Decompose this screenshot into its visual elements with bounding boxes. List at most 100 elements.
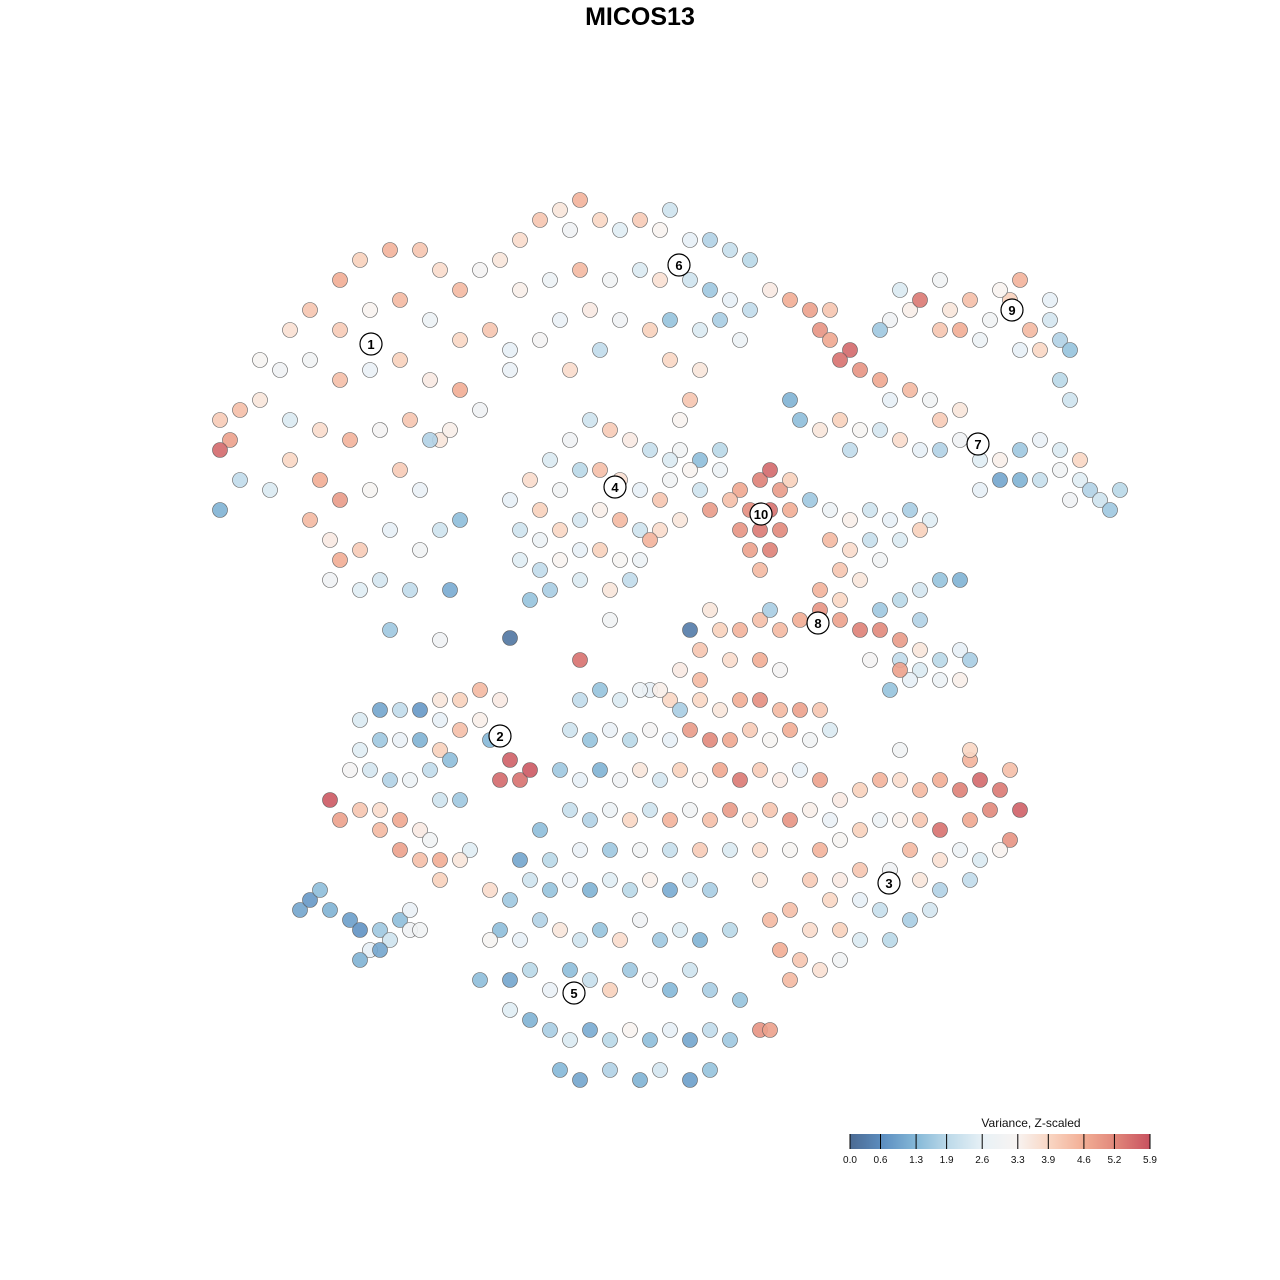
data-point	[742, 812, 758, 828]
data-point	[712, 702, 728, 718]
data-point	[322, 532, 338, 548]
data-point	[822, 892, 838, 908]
data-point	[992, 282, 1008, 298]
data-point	[752, 842, 768, 858]
data-point	[772, 702, 788, 718]
data-point	[662, 732, 678, 748]
data-point	[452, 792, 468, 808]
data-point	[552, 522, 568, 538]
data-point	[922, 392, 938, 408]
data-point	[772, 662, 788, 678]
data-point	[832, 612, 848, 628]
data-point	[372, 922, 388, 938]
data-point	[642, 532, 658, 548]
cluster-label-badge	[562, 981, 586, 1005]
data-point	[502, 342, 518, 358]
data-point	[672, 442, 688, 458]
data-point	[212, 412, 228, 428]
data-point	[502, 972, 518, 988]
data-point	[502, 630, 518, 646]
data-point	[682, 232, 698, 248]
data-point	[622, 882, 638, 898]
data-point	[352, 252, 368, 268]
data-point	[302, 512, 318, 528]
data-point	[522, 472, 538, 488]
data-point	[832, 592, 848, 608]
legend-title: Variance, Z-scaled	[981, 1116, 1080, 1130]
data-point	[882, 682, 898, 698]
data-point	[412, 542, 428, 558]
data-point	[692, 692, 708, 708]
data-point	[662, 692, 678, 708]
data-point	[392, 292, 408, 308]
data-point	[702, 1062, 718, 1078]
data-point	[902, 302, 918, 318]
data-point	[632, 682, 648, 698]
data-point	[402, 902, 418, 918]
data-point	[702, 602, 718, 618]
data-point	[722, 292, 738, 308]
data-point	[902, 382, 918, 398]
data-point	[702, 732, 718, 748]
data-point	[852, 622, 868, 638]
data-point	[322, 572, 338, 588]
data-point	[742, 302, 758, 318]
data-point	[362, 482, 378, 498]
data-point	[562, 1032, 578, 1048]
data-point	[892, 742, 908, 758]
cluster-label: 6	[667, 253, 691, 277]
data-point	[472, 972, 488, 988]
data-point	[622, 812, 638, 828]
data-point	[542, 882, 558, 898]
data-point	[352, 802, 368, 818]
data-point	[752, 692, 768, 708]
data-point	[362, 302, 378, 318]
data-point	[752, 472, 768, 488]
data-point	[932, 572, 948, 588]
data-point	[572, 512, 588, 528]
data-point	[752, 612, 768, 628]
data-point	[762, 912, 778, 928]
cluster-label-text: 8	[814, 616, 821, 631]
data-point	[932, 772, 948, 788]
data-point	[1012, 342, 1028, 358]
data-point	[682, 622, 698, 638]
data-point	[852, 362, 868, 378]
data-point	[852, 422, 868, 438]
data-point	[422, 832, 438, 848]
data-point	[802, 302, 818, 318]
data-point	[542, 582, 558, 598]
data-point	[342, 762, 358, 778]
data-point	[692, 452, 708, 468]
data-point	[702, 812, 718, 828]
data-point	[592, 462, 608, 478]
data-point	[872, 602, 888, 618]
data-point	[492, 922, 508, 938]
data-point	[612, 552, 628, 568]
data-point	[342, 432, 358, 448]
data-point	[632, 482, 648, 498]
data-point	[972, 772, 988, 788]
colorbar-tick-label: 3.3	[1011, 1155, 1025, 1166]
data-point	[872, 772, 888, 788]
data-point	[302, 302, 318, 318]
data-point	[562, 802, 578, 818]
data-point	[792, 412, 808, 428]
data-point	[232, 472, 248, 488]
data-point	[1072, 452, 1088, 468]
data-point	[592, 682, 608, 698]
data-point	[602, 422, 618, 438]
data-point	[812, 842, 828, 858]
data-point	[882, 312, 898, 328]
data-point	[872, 372, 888, 388]
data-point	[562, 362, 578, 378]
data-point	[892, 662, 908, 678]
data-point	[822, 532, 838, 548]
data-point	[722, 922, 738, 938]
cluster-label: 4	[603, 475, 627, 499]
data-point	[592, 502, 608, 518]
data-point	[472, 712, 488, 728]
data-point	[322, 902, 338, 918]
data-point	[522, 872, 538, 888]
data-point	[942, 302, 958, 318]
